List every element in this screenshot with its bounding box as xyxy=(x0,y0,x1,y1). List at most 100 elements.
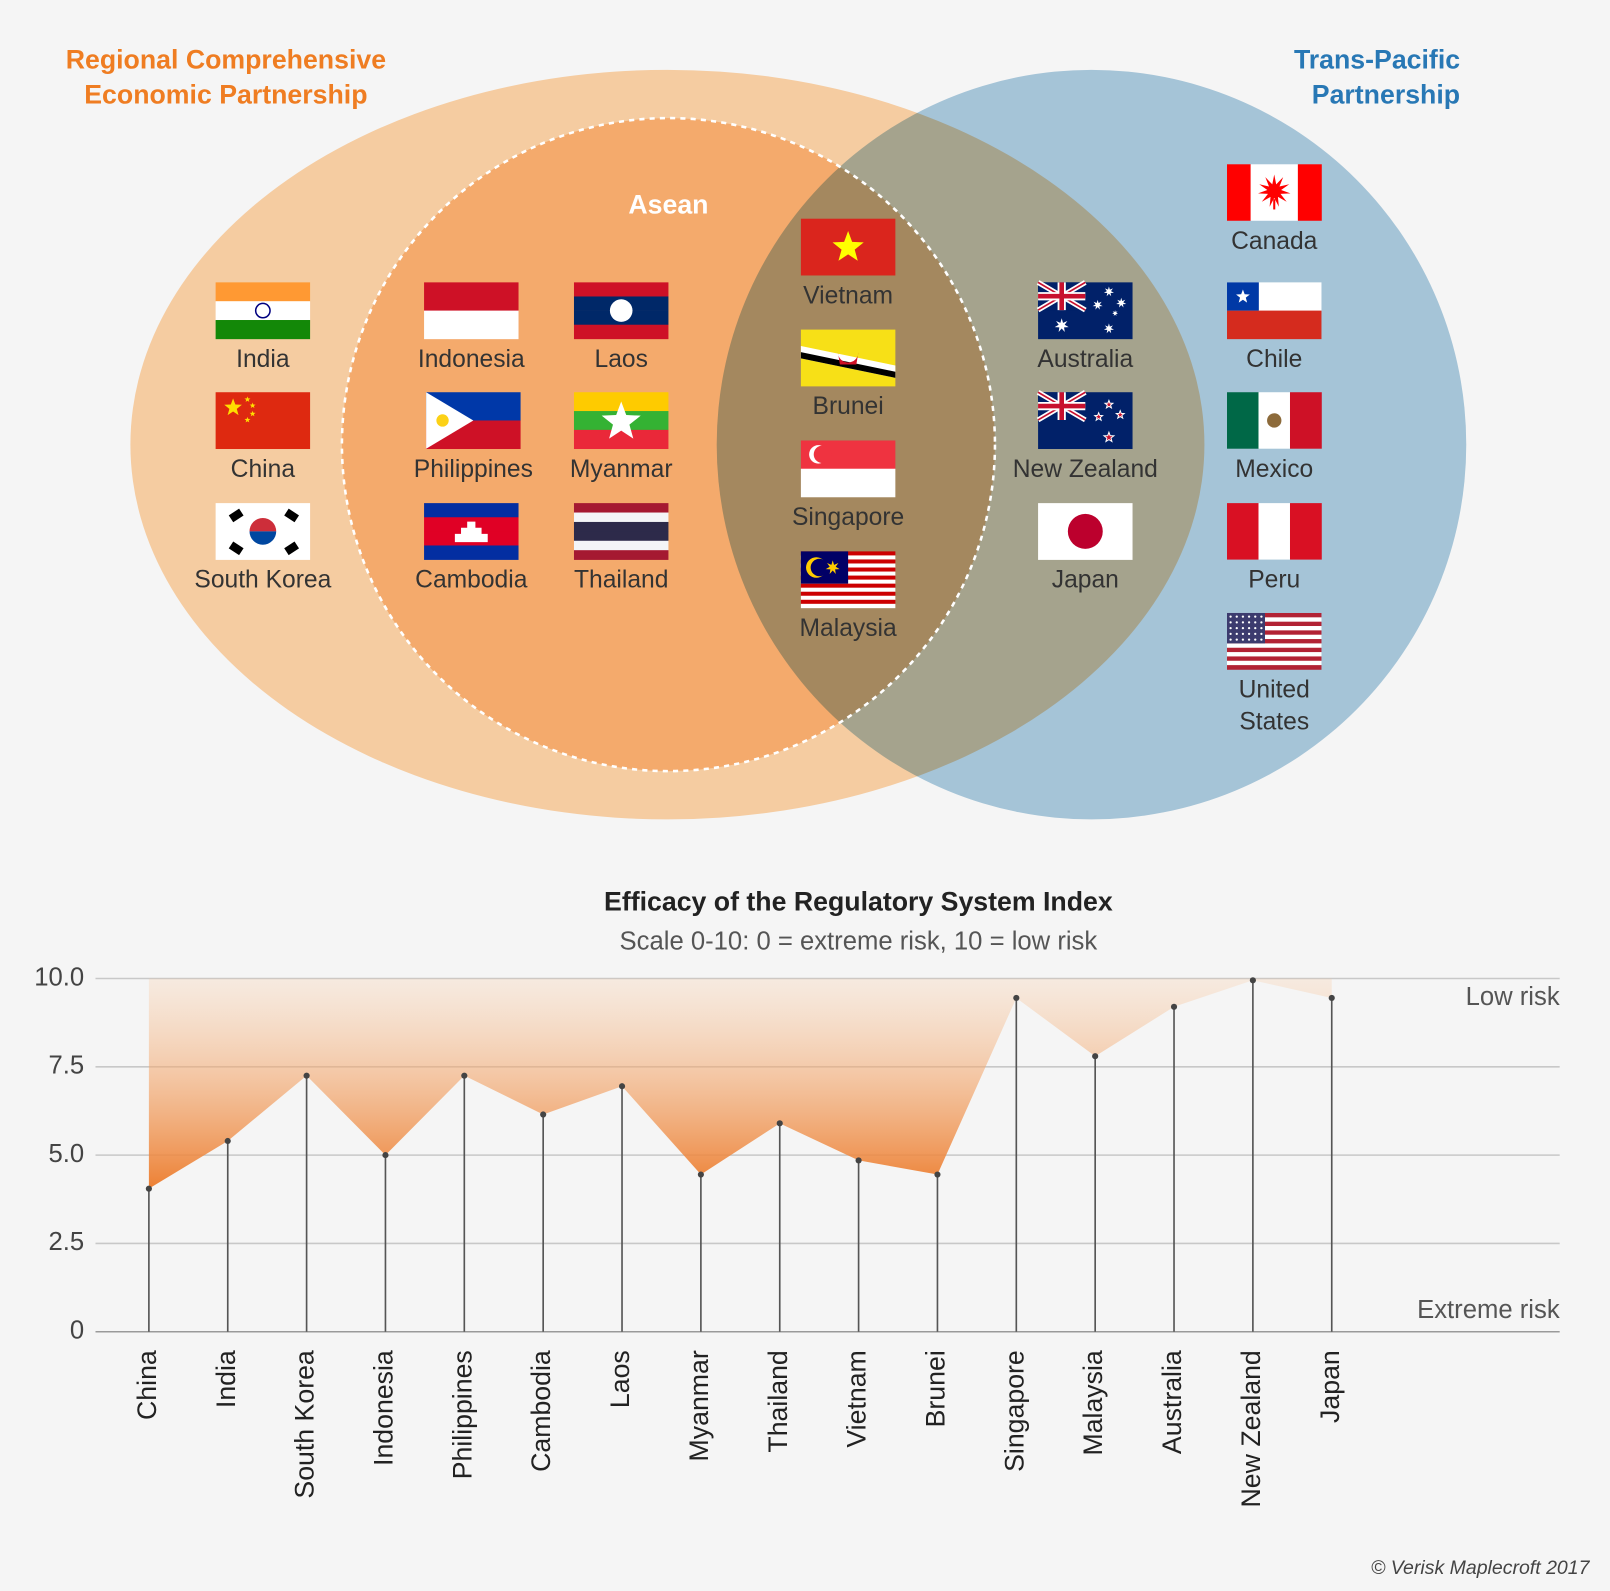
country-label: Malaysia xyxy=(800,615,897,642)
annotation: Extreme risk xyxy=(1417,1296,1560,1324)
x-tick-label: India xyxy=(211,1350,241,1408)
point xyxy=(303,1072,310,1079)
country-label: Indonesia xyxy=(418,346,525,373)
flag-part xyxy=(1260,621,1263,624)
flag-part xyxy=(1054,318,1069,332)
annotation: Low risk xyxy=(1466,983,1560,1011)
rcep-title: Regional Comprehensive xyxy=(66,45,386,75)
flag-part xyxy=(1241,615,1245,618)
flag-part xyxy=(215,320,311,340)
flag xyxy=(1227,282,1322,340)
flag-part xyxy=(215,282,311,302)
x-tick-label: Cambodia xyxy=(526,1350,556,1472)
flag-part xyxy=(1297,164,1322,221)
flag-part xyxy=(1227,612,1265,644)
flag-part xyxy=(800,595,896,601)
country-label: China xyxy=(231,456,296,483)
flag-part xyxy=(1260,615,1263,618)
x-tick-label: Malaysia xyxy=(1078,1350,1108,1455)
tpp-title: Trans-Pacific xyxy=(1294,45,1460,75)
chart-title: Efficacy of the Regulatory System Index xyxy=(604,887,1113,917)
tpp-title: Partnership xyxy=(1312,80,1460,110)
flag-part xyxy=(609,299,633,322)
flag-part xyxy=(800,587,896,593)
y-tick-label: 10.0 xyxy=(34,963,84,991)
point xyxy=(1249,977,1256,984)
point xyxy=(540,1111,547,1118)
flag-part xyxy=(1254,621,1257,624)
flag-part xyxy=(1103,286,1114,297)
country-label: Brunei xyxy=(813,393,884,420)
flag-part xyxy=(1227,643,1322,649)
flag xyxy=(573,503,669,560)
flag-part xyxy=(249,531,277,545)
flag xyxy=(424,282,519,340)
flag-part xyxy=(1229,632,1232,635)
flag-part xyxy=(832,231,864,261)
flag-part xyxy=(573,324,669,340)
flag xyxy=(1227,612,1322,670)
flag-part xyxy=(1227,310,1322,340)
point xyxy=(382,1152,389,1159)
asean-title: Asean xyxy=(628,189,708,219)
y-tick-label: 0 xyxy=(70,1317,84,1345)
x-tick-label: Thailand xyxy=(763,1350,793,1452)
flag-part xyxy=(1235,615,1238,618)
flag-part xyxy=(1103,399,1115,409)
flag-part xyxy=(573,429,669,450)
flag-part xyxy=(601,401,641,439)
flag-part xyxy=(810,558,829,577)
country-label: Vietnam xyxy=(803,282,893,309)
flag-part xyxy=(1112,310,1119,316)
point xyxy=(1092,1053,1099,1060)
flag-part xyxy=(228,541,244,556)
flag-part xyxy=(1093,411,1104,422)
point xyxy=(697,1171,704,1178)
country-label: Chile xyxy=(1246,346,1302,373)
flag-part xyxy=(1227,647,1322,653)
country-label: Myanmar xyxy=(570,456,673,483)
country-label: United xyxy=(1239,677,1310,704)
flag-part xyxy=(1235,626,1238,630)
flag-part xyxy=(1227,660,1322,666)
flag-part xyxy=(1227,503,1259,560)
flag-part xyxy=(1247,626,1251,630)
flag xyxy=(1038,503,1133,560)
point xyxy=(855,1157,862,1164)
y-tick-label: 5.0 xyxy=(49,1140,85,1168)
flag-part xyxy=(1260,638,1263,641)
flag-part xyxy=(573,540,669,551)
flag-part xyxy=(1241,638,1245,641)
flag-part xyxy=(1235,638,1238,641)
flag xyxy=(573,282,669,340)
flag-part xyxy=(1247,638,1251,641)
flag-part xyxy=(1241,632,1245,635)
flag-part xyxy=(454,521,488,543)
flag-part xyxy=(244,416,251,423)
flag-part xyxy=(215,301,311,321)
flag-part xyxy=(1229,621,1232,624)
flag-part xyxy=(800,583,896,588)
flag xyxy=(800,551,896,609)
flag-part xyxy=(1236,289,1250,303)
point xyxy=(1170,1003,1178,1010)
x-tick-label: New Zealand xyxy=(1236,1350,1266,1507)
flag-part xyxy=(573,521,669,532)
flag-part xyxy=(1229,615,1232,618)
flag-part xyxy=(1038,392,1086,420)
flag-part xyxy=(1254,632,1257,635)
chart: Efficacy of the Regulatory System Index … xyxy=(34,887,1560,1508)
flag-part xyxy=(573,550,669,560)
flag-part xyxy=(436,414,449,427)
flag-part xyxy=(1289,392,1322,449)
flag-part xyxy=(1229,626,1232,630)
flag-part xyxy=(1254,626,1257,630)
country-label: Thailand xyxy=(574,567,668,594)
flag-part xyxy=(1227,617,1322,622)
flag xyxy=(215,503,311,560)
point xyxy=(934,1171,941,1178)
country-label: Canada xyxy=(1231,228,1318,255)
point xyxy=(776,1120,783,1127)
flag-part xyxy=(1267,413,1282,428)
rcep-title: Economic Partnership xyxy=(84,80,367,110)
